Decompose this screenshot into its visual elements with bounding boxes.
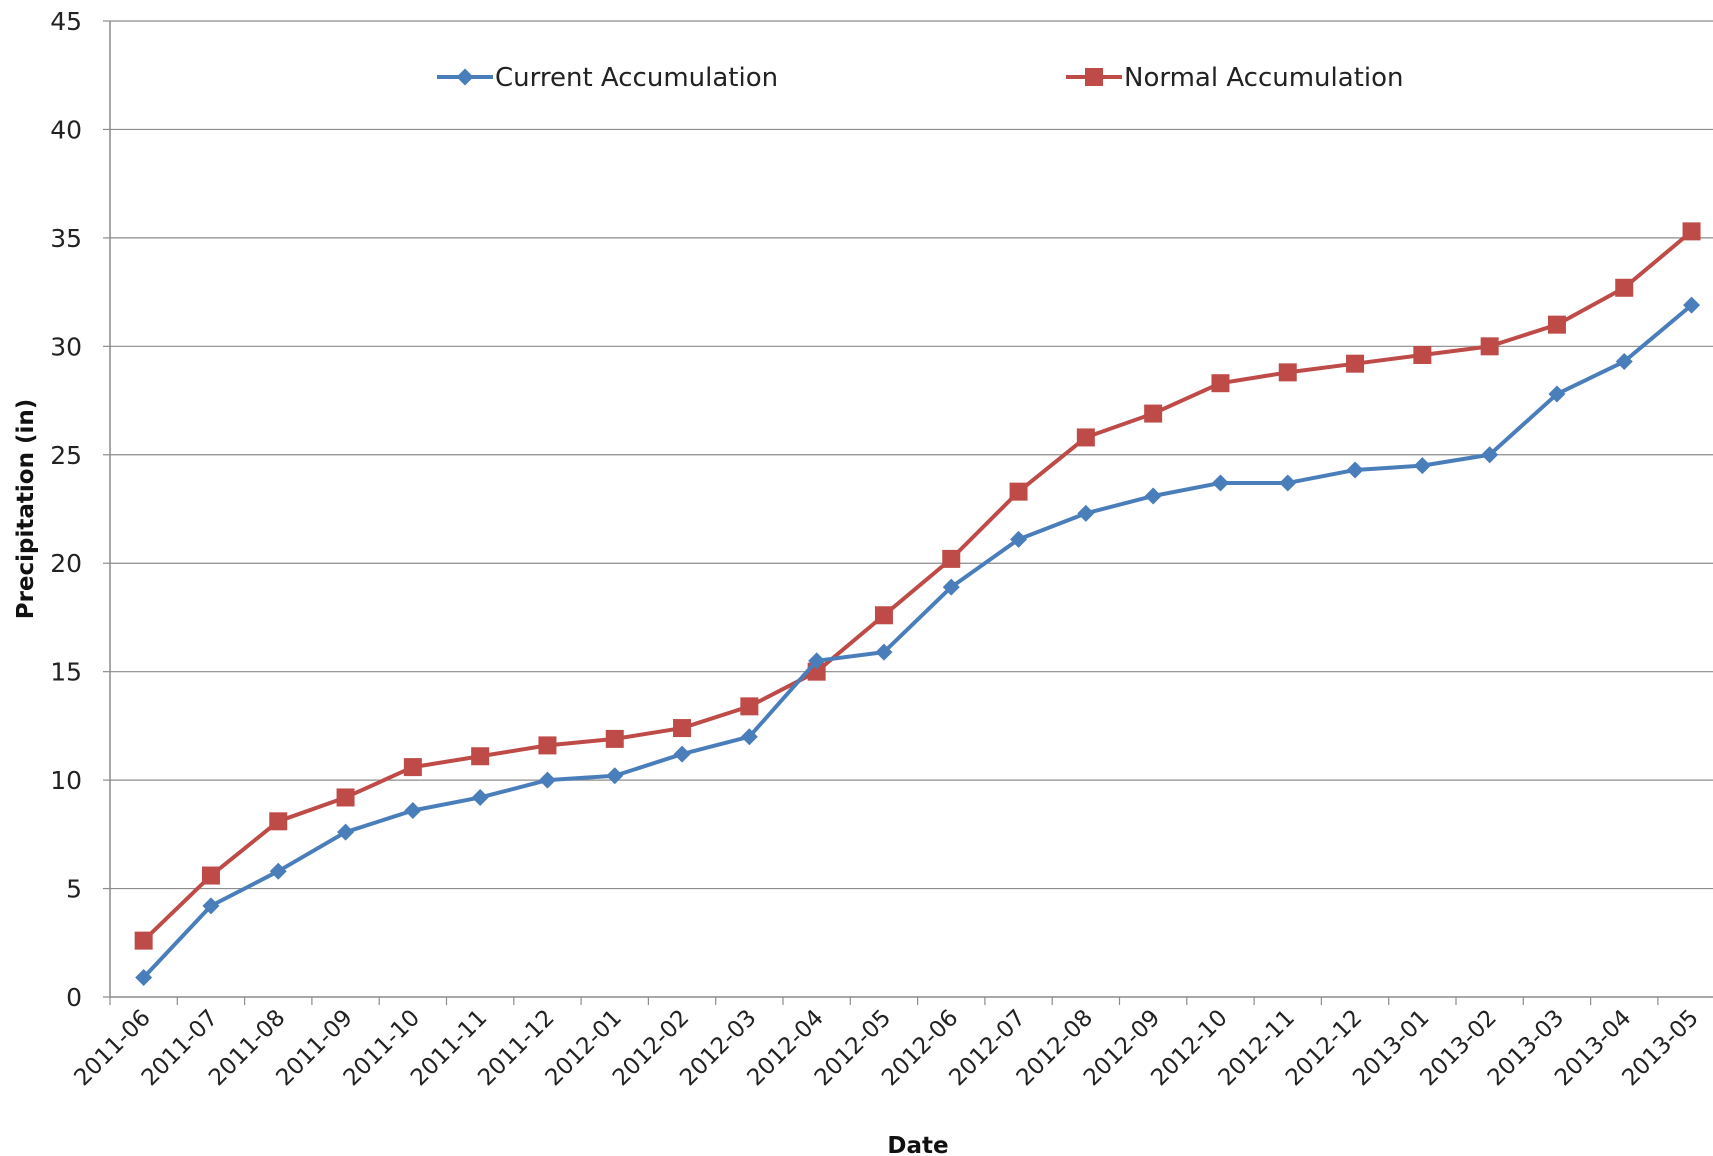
x-axis-title: Date — [887, 1133, 948, 1156]
y-tick-label: 20 — [50, 549, 82, 578]
legend-marker — [1085, 68, 1103, 86]
y-axis-title: Precipitation (in) — [13, 399, 39, 620]
series-current-accumulation — [135, 296, 1701, 986]
data-point — [336, 788, 355, 807]
data-point — [538, 771, 556, 789]
legend: Current Accumulation Normal Accumulation — [437, 63, 1404, 93]
gridlines — [110, 20, 1713, 890]
y-tick-label: 10 — [50, 766, 82, 795]
data-point — [1077, 504, 1095, 522]
series-line — [142, 303, 1693, 979]
y-tick-label: 35 — [50, 224, 82, 253]
data-point — [740, 697, 759, 716]
data-point — [202, 897, 220, 915]
data-point — [1346, 461, 1364, 479]
data-point — [1346, 354, 1365, 373]
legend-label: Normal Accumulation — [1124, 63, 1404, 93]
series-group — [134, 222, 1701, 986]
data-point — [1615, 278, 1634, 297]
data-point — [740, 728, 758, 746]
series-line — [142, 229, 1693, 943]
legend-label: Current Accumulation — [495, 63, 778, 93]
data-point — [942, 578, 960, 596]
data-point — [1076, 428, 1095, 447]
data-point — [337, 823, 355, 841]
data-point — [1278, 363, 1297, 382]
y-tick-label: 40 — [50, 115, 82, 144]
y-tick-label: 30 — [50, 332, 82, 361]
data-point — [874, 606, 893, 625]
data-point — [1010, 530, 1028, 548]
data-point — [269, 862, 287, 880]
data-point — [1682, 222, 1701, 241]
legend-marker — [456, 68, 474, 86]
data-point — [538, 736, 557, 755]
data-point — [875, 643, 893, 661]
data-point — [1615, 353, 1633, 371]
axes — [103, 20, 1713, 1005]
data-point — [1547, 315, 1566, 334]
data-point — [1548, 385, 1566, 403]
data-point — [1481, 446, 1499, 464]
data-point — [471, 747, 490, 766]
data-point — [269, 812, 288, 831]
data-point — [673, 719, 692, 738]
y-tick-label: 5 — [66, 875, 82, 904]
data-point — [808, 652, 826, 670]
data-point — [1144, 487, 1162, 505]
data-point — [134, 931, 153, 950]
data-point — [1480, 337, 1499, 356]
data-point — [1683, 296, 1701, 314]
data-point — [1211, 474, 1229, 492]
data-point — [1413, 457, 1431, 475]
data-point — [404, 801, 422, 819]
data-point — [471, 788, 489, 806]
data-point — [201, 866, 220, 885]
x-tick-labels: 2011-062011-072011-082011-092011-102011-… — [70, 1005, 1704, 1091]
y-tick-label: 0 — [66, 983, 82, 1012]
legend-entry: Normal Accumulation — [1066, 63, 1404, 93]
y-tick-label: 25 — [50, 441, 82, 470]
data-point — [1413, 346, 1432, 365]
y-tick-labels: 0 5 10 15 20 25 30 35 40 45 — [50, 7, 82, 1012]
data-point — [606, 767, 624, 785]
y-tick-label: 15 — [50, 658, 82, 687]
data-point — [673, 745, 691, 763]
data-point — [1009, 482, 1028, 501]
y-tick-label: 45 — [50, 7, 82, 36]
data-point — [1279, 474, 1297, 492]
data-point — [942, 549, 961, 568]
data-point — [1144, 404, 1163, 423]
data-point — [403, 758, 422, 777]
legend-entry: Current Accumulation — [437, 63, 778, 93]
series-normal-accumulation — [134, 222, 1701, 950]
data-point — [605, 729, 624, 748]
data-point — [1211, 374, 1230, 393]
data-point — [135, 968, 153, 986]
